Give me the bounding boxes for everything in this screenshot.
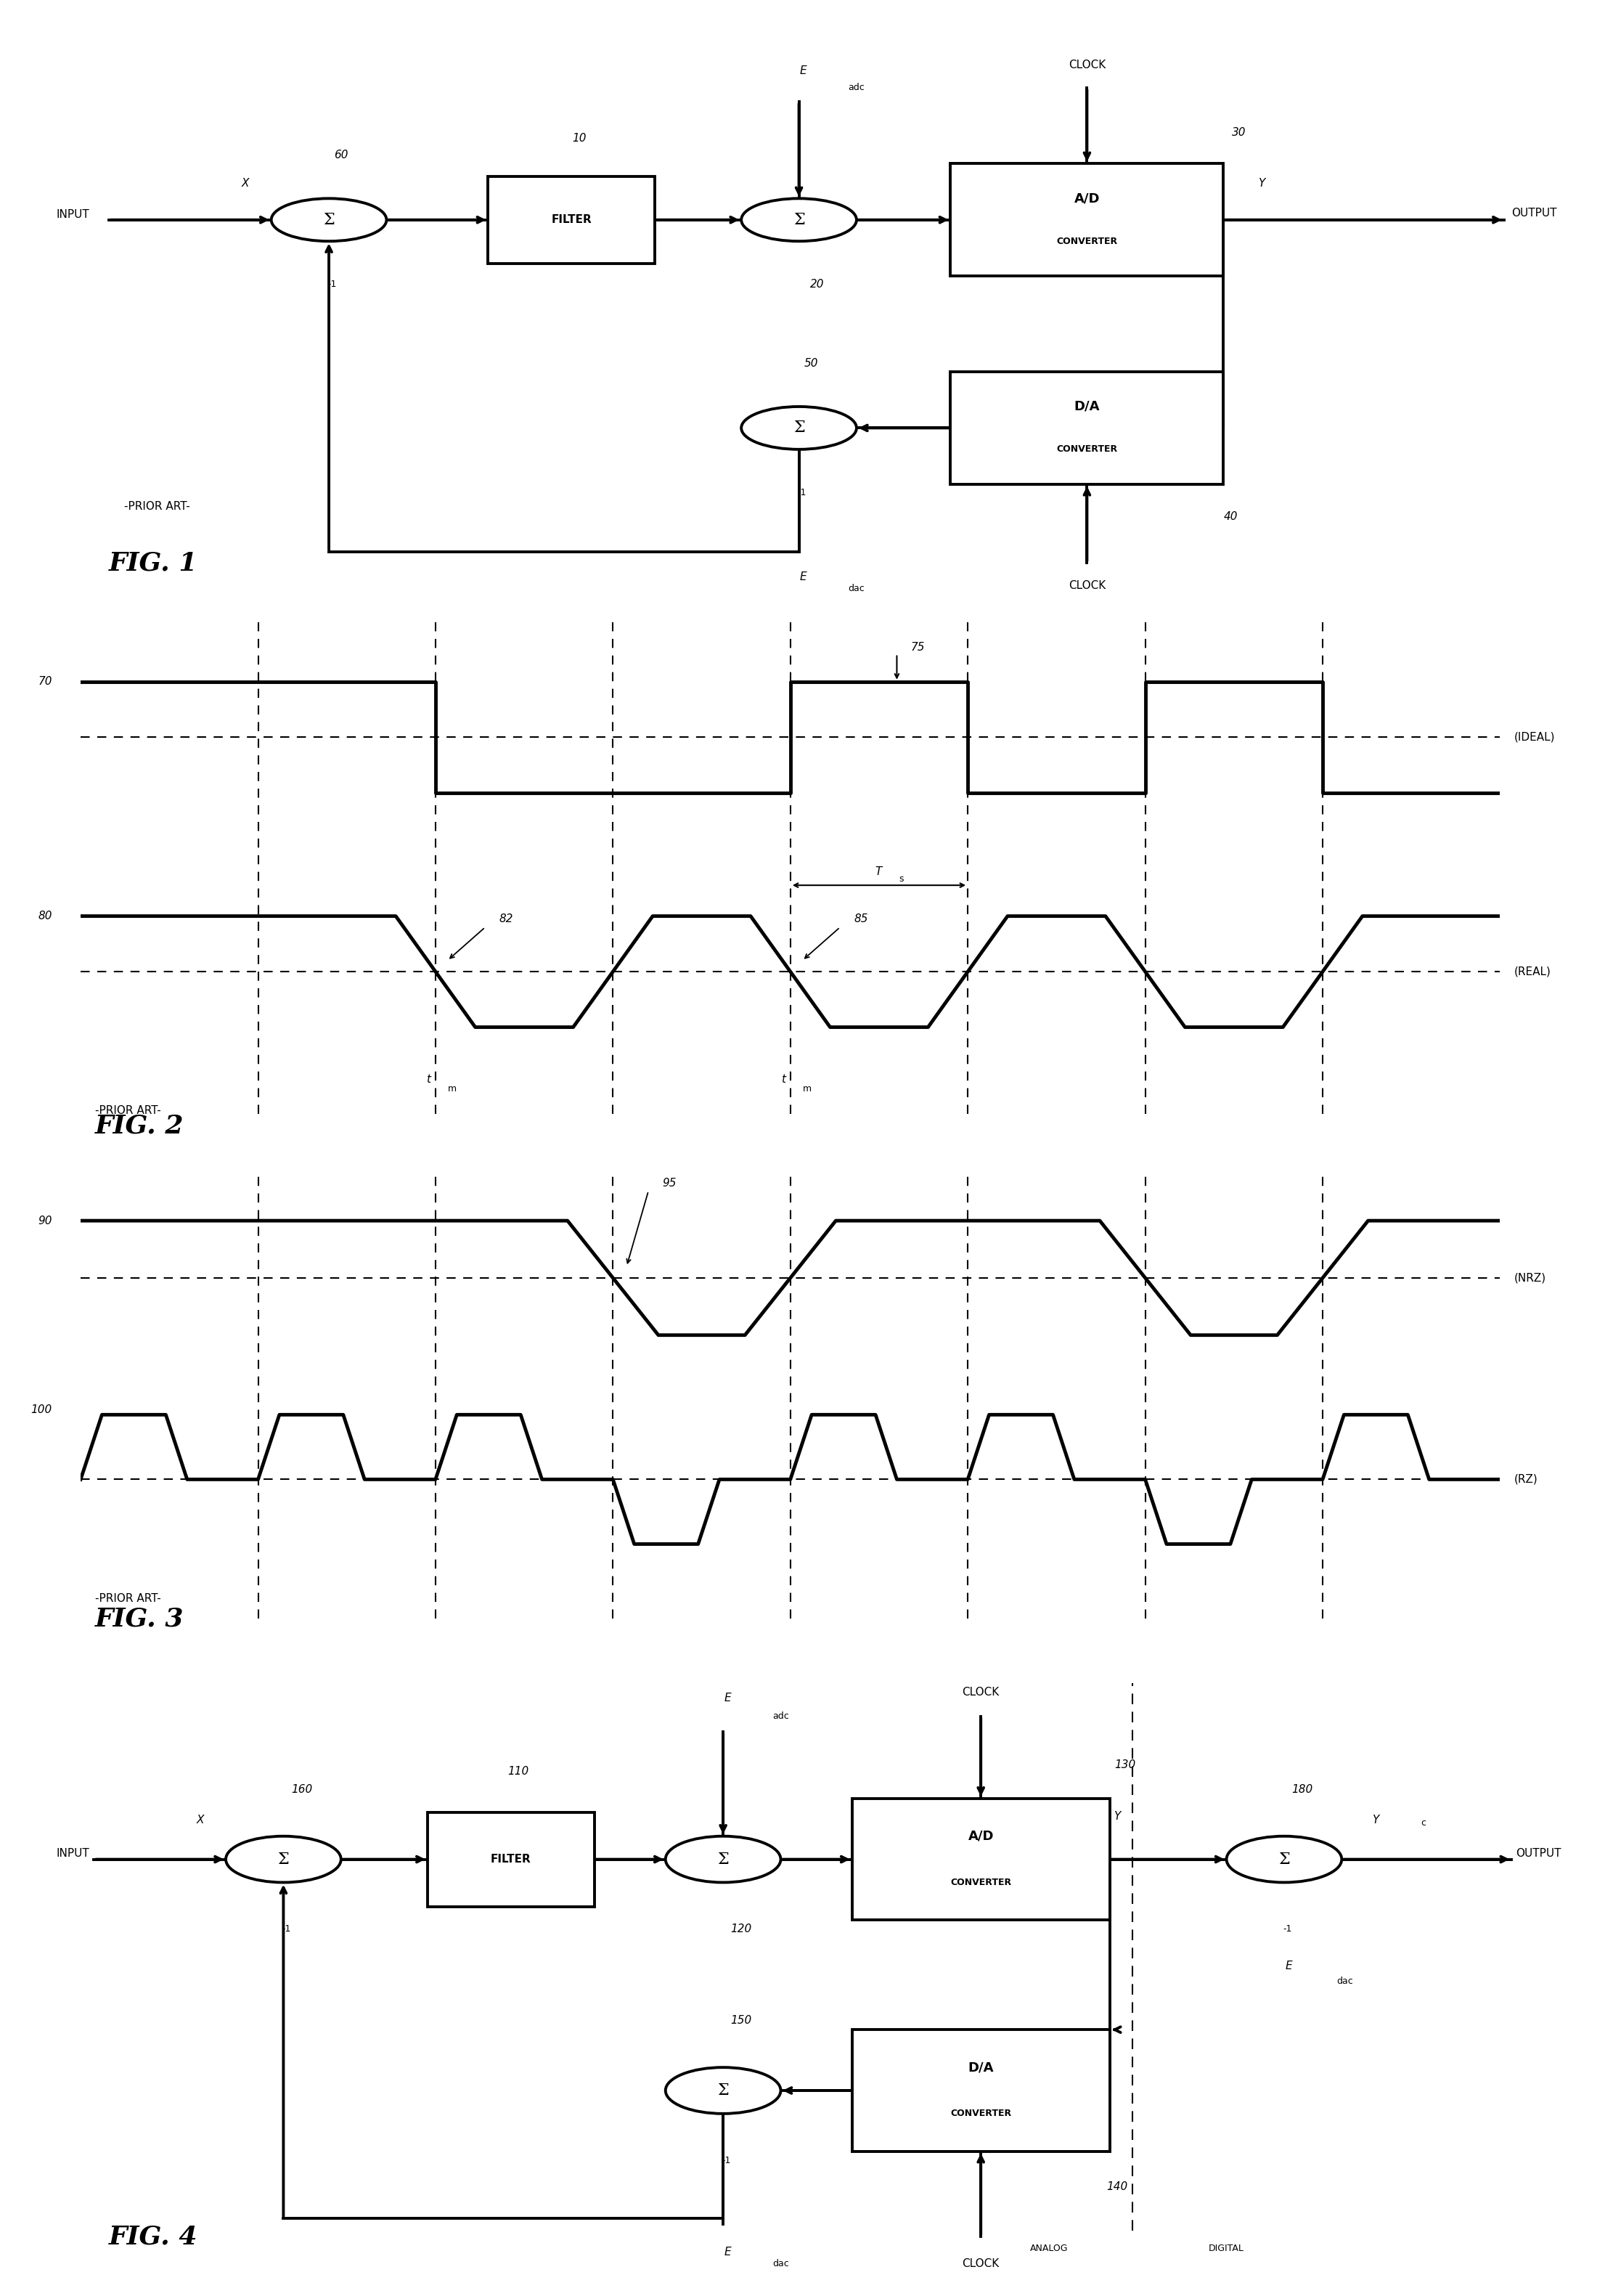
Bar (852, 1798, 1110, 1919)
Text: 90: 90 (39, 1215, 52, 1226)
Text: E: E (724, 1692, 731, 1704)
Text: X: X (197, 1814, 203, 1825)
Text: adc: adc (848, 83, 865, 92)
Text: -PRIOR ART-: -PRIOR ART- (95, 1593, 161, 1605)
Text: s: s (898, 875, 903, 884)
Text: E: E (800, 64, 806, 76)
Text: CONVERTER: CONVERTER (950, 2110, 1011, 2119)
Text: 80: 80 (39, 912, 52, 921)
Text: 70: 70 (39, 677, 52, 687)
Text: 60: 60 (334, 149, 348, 161)
Text: DIGITAL: DIGITAL (1208, 2243, 1244, 2252)
Text: FIG. 3: FIG. 3 (95, 1607, 184, 1630)
Text: -1: -1 (721, 2156, 731, 2165)
Text: INPUT: INPUT (56, 1848, 89, 1860)
Text: E: E (800, 572, 806, 583)
Text: CONVERTER: CONVERTER (1057, 445, 1118, 455)
Circle shape (742, 197, 857, 241)
Text: dac: dac (1337, 1977, 1353, 1986)
Text: CLOCK: CLOCK (1068, 60, 1105, 71)
Text: -1: -1 (327, 280, 337, 289)
Text: 82: 82 (500, 914, 513, 925)
Text: 100: 100 (31, 1405, 52, 1414)
Text: D/A: D/A (1074, 400, 1100, 413)
Text: 120: 120 (731, 1924, 752, 1936)
Text: dac: dac (848, 583, 865, 592)
Circle shape (742, 406, 857, 450)
Text: CLOCK: CLOCK (963, 1688, 1000, 1697)
Text: 160: 160 (290, 1784, 313, 1795)
Text: -PRIOR ART-: -PRIOR ART- (95, 1104, 161, 1116)
Text: ANALOG: ANALOG (1031, 2243, 1068, 2252)
Text: A/D: A/D (1074, 193, 1100, 204)
Text: dac: dac (773, 2259, 789, 2268)
Text: 75: 75 (911, 643, 926, 652)
Text: 85: 85 (855, 914, 868, 925)
Text: (NRZ): (NRZ) (1515, 1272, 1547, 1283)
Text: 140: 140 (1107, 2181, 1127, 2193)
Text: FILTER: FILTER (552, 214, 592, 225)
Text: Σ: Σ (718, 2082, 729, 2099)
Text: 50: 50 (803, 358, 818, 370)
Text: Σ: Σ (277, 1851, 289, 1867)
Text: Y: Y (1371, 1814, 1379, 1825)
Text: 110: 110 (508, 1766, 529, 1777)
Bar (489, 177, 655, 264)
Text: X: X (242, 177, 250, 188)
Text: OUTPUT: OUTPUT (1511, 207, 1557, 218)
Bar (427, 1812, 594, 1906)
Bar (950, 163, 1224, 276)
Text: E: E (724, 2245, 731, 2257)
Text: Σ: Σ (794, 211, 805, 227)
Text: (IDEAL): (IDEAL) (1515, 732, 1555, 742)
Text: A/D: A/D (968, 1830, 994, 1844)
Text: m: m (448, 1084, 456, 1093)
Text: Σ: Σ (323, 211, 334, 227)
Text: T: T (874, 866, 882, 877)
Text: c: c (1421, 1818, 1426, 1828)
Bar (852, 2030, 1110, 2151)
Circle shape (271, 197, 387, 241)
Circle shape (666, 1837, 781, 1883)
Text: t: t (781, 1075, 786, 1086)
Text: m: m (803, 1084, 811, 1093)
Text: t: t (426, 1075, 431, 1086)
Text: 30: 30 (1232, 126, 1245, 138)
Text: Σ: Σ (1279, 1851, 1290, 1867)
Text: (RZ): (RZ) (1515, 1474, 1539, 1486)
Text: E: E (1286, 1961, 1292, 1972)
Text: FIG. 4: FIG. 4 (110, 2225, 198, 2248)
Text: -1: -1 (1282, 1924, 1292, 1933)
Text: 130: 130 (1115, 1759, 1136, 1770)
Text: OUTPUT: OUTPUT (1516, 1848, 1561, 1860)
Text: -1: -1 (797, 489, 806, 498)
Bar (950, 372, 1224, 484)
Text: CONVERTER: CONVERTER (950, 1878, 1011, 1887)
Text: 20: 20 (810, 280, 824, 289)
Text: 40: 40 (1224, 512, 1239, 521)
Circle shape (226, 1837, 340, 1883)
Text: Y: Y (1115, 1812, 1121, 1823)
Text: FILTER: FILTER (490, 1853, 531, 1864)
Text: D/A: D/A (968, 2062, 994, 2073)
Text: CLOCK: CLOCK (963, 2259, 1000, 2268)
Text: Σ: Σ (794, 420, 805, 436)
Circle shape (666, 2066, 781, 2115)
Text: 10: 10 (573, 133, 586, 145)
Text: 150: 150 (731, 2016, 752, 2025)
Text: FIG. 2: FIG. 2 (95, 1114, 184, 1139)
Text: -PRIOR ART-: -PRIOR ART- (124, 501, 190, 512)
Text: 180: 180 (1292, 1784, 1313, 1795)
Text: -1: -1 (282, 1924, 290, 1933)
Text: Σ: Σ (718, 1851, 729, 1867)
Text: adc: adc (773, 1711, 789, 1722)
Text: 95: 95 (663, 1178, 677, 1189)
Text: (REAL): (REAL) (1515, 967, 1552, 978)
Text: CONVERTER: CONVERTER (1057, 236, 1118, 246)
Text: FIG. 1: FIG. 1 (110, 551, 198, 576)
Text: CLOCK: CLOCK (1068, 581, 1105, 590)
Circle shape (1226, 1837, 1342, 1883)
Text: INPUT: INPUT (56, 209, 89, 220)
Text: Y: Y (1258, 177, 1265, 188)
